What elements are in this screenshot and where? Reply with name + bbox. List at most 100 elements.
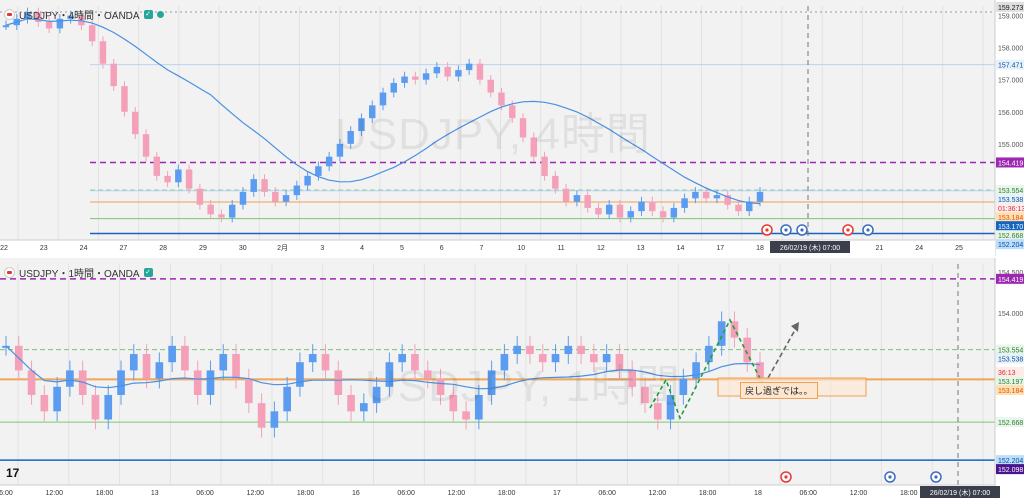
- time-tick-label: 18:00: [297, 490, 315, 497]
- candle-body: [368, 105, 376, 119]
- candle-body: [164, 175, 171, 183]
- time-tick-label: 06:00: [598, 490, 616, 497]
- candle-body: [513, 345, 522, 355]
- price-tag-label: 153.197: [998, 379, 1023, 386]
- candle-body: [347, 131, 354, 144]
- candle-body: [67, 15, 74, 19]
- price-tag: [996, 455, 1024, 466]
- candle-body: [272, 191, 279, 202]
- candle-body: [475, 394, 483, 420]
- candle-body: [616, 204, 624, 218]
- event-marker-dot: [846, 228, 850, 232]
- candle-body: [465, 63, 473, 71]
- market-open-icon: ✓: [143, 10, 153, 19]
- price-tag-label: 152.204: [998, 458, 1023, 465]
- candle-body: [615, 354, 624, 371]
- price-tag: [996, 385, 1024, 395]
- candle-body: [359, 403, 368, 412]
- crosshair-time-box: [770, 241, 850, 253]
- price-tag: [996, 212, 1024, 223]
- bottom-chart-pane[interactable]: 154.500 154.000 154.419 153.554 153.538 36:13…: [0, 258, 1024, 499]
- time-axis: [0, 485, 995, 499]
- candle-body: [444, 66, 451, 77]
- candle-body: [679, 378, 688, 395]
- candle-body: [40, 394, 49, 412]
- candle-body: [117, 370, 125, 395]
- candle-body: [153, 156, 161, 176]
- candle-body: [219, 354, 228, 371]
- candle-body: [385, 362, 394, 387]
- time-tick-label: 06:00: [397, 490, 415, 497]
- event-marker-dot: [934, 475, 938, 479]
- candle-body: [519, 118, 527, 138]
- time-tick-label: 18: [754, 490, 762, 497]
- price-tag-label: 152.204: [998, 242, 1023, 249]
- candle-body: [401, 76, 408, 83]
- time-tick-label: 5: [400, 245, 404, 252]
- price-tag: [996, 417, 1024, 428]
- price-tag-label: 01:36:13: [998, 206, 1024, 213]
- time-tick-label: 10: [517, 245, 525, 252]
- candle-body: [530, 137, 538, 157]
- price-tag-label: 157.471: [998, 63, 1023, 70]
- candle-body: [653, 403, 662, 420]
- candle-body: [132, 111, 139, 135]
- projection-arrowhead-icon: [791, 322, 799, 332]
- price-tag: [996, 1, 1024, 12]
- time-tick-label: 06:00: [0, 490, 13, 497]
- candle-body: [717, 321, 726, 346]
- price-tag-label: 153.554: [998, 348, 1023, 355]
- time-tick-label: 12:00: [448, 490, 466, 497]
- candle-body: [713, 195, 721, 199]
- candle-body: [455, 70, 462, 77]
- time-tick-label: 3: [320, 245, 324, 252]
- top-chart-pane[interactable]: 159.000 158.000 157.000 156.000 155.000 159.2…: [0, 0, 1024, 256]
- price-tag-label: 154.419: [998, 160, 1023, 167]
- candle-body: [257, 403, 266, 428]
- candle-body: [564, 345, 573, 355]
- candle-body: [705, 345, 713, 363]
- candle-body: [66, 370, 74, 387]
- candle-body: [104, 394, 113, 420]
- candle-body: [218, 214, 225, 218]
- top-chart-svg[interactable]: 159.000 158.000 157.000 156.000 155.000 159.2…: [0, 0, 1024, 256]
- time-tick-label: 29: [199, 245, 207, 252]
- candle-body: [487, 79, 494, 93]
- candle-body: [129, 354, 138, 371]
- candle-body: [724, 195, 731, 205]
- candle-body: [282, 195, 290, 202]
- price-tag: [996, 157, 1024, 168]
- candle-body: [270, 411, 279, 428]
- candle-body: [666, 394, 675, 420]
- candle-body: [735, 204, 742, 212]
- candle-body: [745, 201, 753, 212]
- annotation-note[interactable]: 戻し過ぎでは。。: [740, 382, 818, 399]
- candle-body: [239, 191, 247, 205]
- time-tick-label: 16: [352, 490, 360, 497]
- candle-body: [207, 204, 214, 215]
- time-tick-label: 18:00: [96, 490, 114, 497]
- candle-body: [261, 179, 268, 192]
- candle-body: [88, 25, 96, 42]
- candle-body: [670, 207, 678, 218]
- price-tag-label: 152.098: [998, 467, 1023, 474]
- candle-body: [692, 191, 699, 199]
- candle-body: [730, 321, 739, 338]
- price-tag-label: 153.538: [998, 357, 1023, 364]
- candle-body: [476, 63, 484, 80]
- candle-body: [142, 134, 150, 157]
- bottom-chart-svg[interactable]: 154.500 154.000 154.419 153.554 153.538 36:13…: [0, 258, 1024, 499]
- time-tick-label: 18:00: [900, 490, 918, 497]
- candle-body: [449, 394, 458, 412]
- moving-average-line: [5, 18, 761, 205]
- candle-body: [500, 354, 509, 371]
- candle-body: [627, 211, 634, 218]
- price-tag: [996, 464, 1024, 475]
- price-scale-label: 154.500: [998, 270, 1023, 277]
- time-tick-label: 22: [0, 245, 8, 252]
- event-marker-dot: [866, 228, 870, 232]
- candle-body: [2, 345, 10, 348]
- candle-body: [325, 156, 333, 167]
- candle-body: [702, 191, 710, 199]
- candle-body: [56, 18, 64, 29]
